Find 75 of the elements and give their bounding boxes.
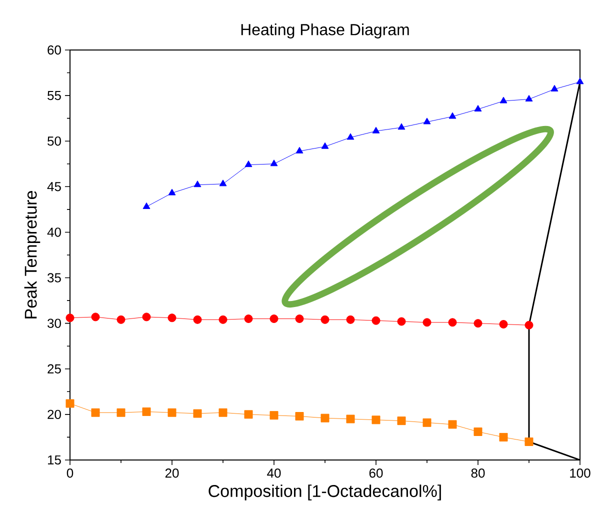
y-tick-label: 20 [48,410,61,420]
point [474,427,482,436]
point [295,412,304,421]
point [576,78,584,84]
point [168,188,176,196]
y-tick-label: 55 [48,91,61,100]
y-tick-label: 50 [48,136,61,146]
point [397,317,406,326]
point [66,399,74,408]
point [499,320,508,328]
point [142,202,150,209]
point [525,94,533,102]
y-tick-label: 15 [48,455,61,465]
point [193,315,202,324]
point [270,160,278,166]
point [423,118,431,124]
point [346,133,354,140]
point [116,315,126,324]
y-tick-label: 35 [48,273,61,282]
x-axis-title: Composition [1-Octadecanol%] [208,484,441,500]
point [320,414,330,422]
point [270,411,278,420]
x-tick-label: 40 [267,468,281,478]
point [168,408,176,417]
point [168,314,176,322]
point [397,416,406,426]
point [524,320,534,330]
point [372,416,380,424]
y-tick-label: 40 [47,228,61,237]
point [270,314,278,324]
point [142,312,151,322]
point [142,407,151,416]
chart-title: Heating Phase Diagram [241,24,409,38]
point [116,408,126,417]
point [218,315,228,324]
x-tick-label: 0 [66,468,74,478]
point [474,104,482,112]
point [91,312,100,322]
point [320,315,330,324]
point [194,180,202,188]
point [66,314,74,322]
x-tick-label: 60 [369,468,383,478]
point [500,96,508,104]
point [499,432,508,442]
point [448,112,456,119]
y-axis-title: Peak Tempreture [24,191,40,318]
x-tick-label: 20 [165,468,179,478]
point [346,414,355,424]
point [422,318,432,327]
y-tick-label: 30 [48,318,61,328]
point [296,146,304,154]
point [372,316,380,325]
point [91,408,100,417]
y-tick-label: 45 [47,182,61,192]
x-tick-label: 80 [471,468,485,478]
point [193,409,202,418]
point [550,84,558,92]
point [524,438,534,446]
point [295,314,304,324]
point [244,410,253,419]
y-tick-label: 25 [48,364,61,374]
point [398,123,406,130]
point [219,180,227,186]
point [448,420,457,429]
point [448,318,457,327]
point [321,142,329,149]
point [244,314,253,324]
y-tick-label: 60 [48,45,61,55]
point [218,408,228,417]
point [372,126,380,134]
point [422,418,432,427]
point [474,319,482,328]
point [346,315,355,324]
point [244,160,252,168]
x-tick-label: 100 [570,468,590,478]
